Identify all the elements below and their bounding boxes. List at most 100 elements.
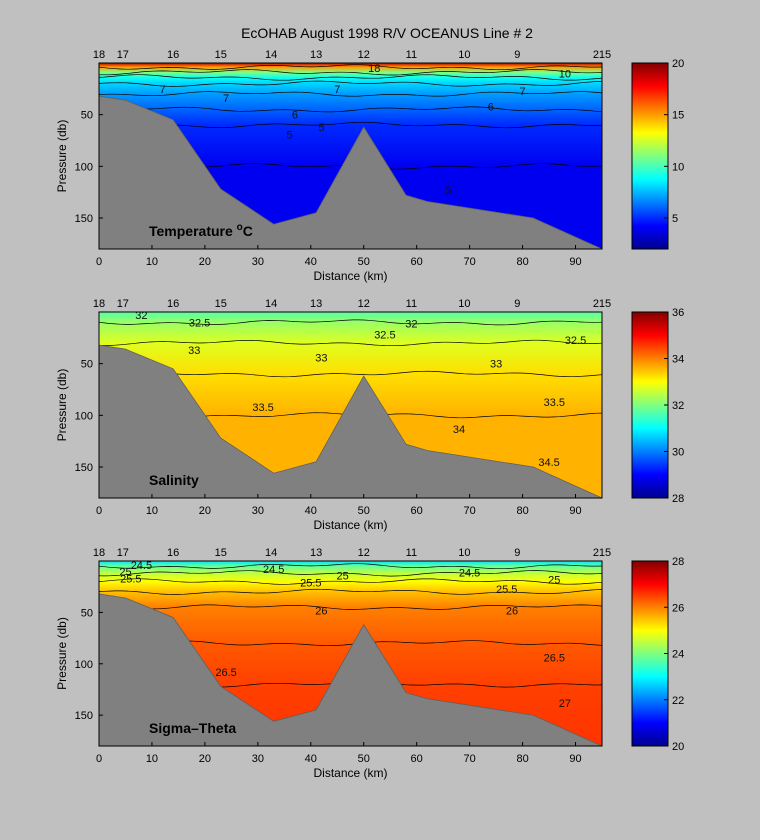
contour-labels: 7 7 7 7 6 6 5 5 5 18 10 (159, 63, 571, 197)
x-tick-label: 30 (252, 505, 264, 517)
colorbar-tick-label: 26 (672, 602, 684, 614)
x-tick-label: 10 (146, 505, 158, 517)
x-tick-label: 60 (411, 505, 423, 517)
x-tick-label: 10 (146, 256, 158, 268)
contour-label: 6 (488, 101, 494, 113)
contour-labels: 32 32.5 32 32.5 32.5 33 33 33 33.5 33.5 34 34.5 (135, 310, 586, 469)
y-tick-label: 50 (81, 359, 93, 371)
station-label: 215 (593, 298, 611, 310)
station-label: 10 (458, 547, 470, 559)
contour-label: 25.5 (300, 578, 321, 590)
figure-title: EcOHAB August 1998 R/V OCEANUS Line # 2 (241, 25, 533, 41)
x-tick-label: 50 (358, 505, 370, 517)
contour-label: 34.5 (538, 457, 559, 469)
x-tick-label: 90 (569, 505, 581, 517)
contour-label: 7 (223, 93, 229, 105)
y-axis-title: Pressure (db) (55, 617, 69, 690)
x-tick-label: 40 (305, 505, 317, 517)
x-tick-label: 90 (569, 256, 581, 268)
station-label: 13 (310, 298, 322, 310)
colorbar-tick-label: 20 (672, 58, 684, 70)
x-axis-title: Distance (km) (313, 269, 387, 283)
contour-label: 34 (453, 424, 465, 436)
y-axis-title: Pressure (db) (55, 369, 69, 442)
y-tick-label: 100 (75, 659, 93, 671)
contour-label: 25 (548, 575, 560, 587)
x-tick-label: 10 (146, 753, 158, 765)
panel-label-text: Temperature (149, 223, 237, 239)
contour-label: 32.5 (374, 330, 395, 342)
colorbar-tick-label: 20 (672, 741, 684, 753)
station-label: 15 (215, 547, 227, 559)
station-label: 215 (593, 547, 611, 559)
x-tick-label: 40 (305, 753, 317, 765)
colorbar-tick-label: 24 (672, 649, 684, 661)
panel-label-sup: o (237, 222, 243, 233)
contour-label: 18 (368, 63, 380, 75)
station-label: 16 (167, 298, 179, 310)
contour-label: 25.5 (120, 574, 141, 586)
station-label: 16 (167, 547, 179, 559)
station-label: 11 (406, 49, 417, 61)
contour-label: 32 (135, 310, 147, 322)
contour-line (99, 80, 602, 87)
colorbar (631, 311, 669, 499)
panel-label: Salinity (149, 472, 199, 488)
x-tick-label: 80 (516, 256, 528, 268)
station-label: 13 (310, 49, 322, 61)
panel-label-suffix: C (243, 223, 253, 239)
contour-label: 7 (334, 84, 340, 96)
contour-line (99, 588, 602, 595)
x-tick-label: 0 (96, 753, 102, 765)
plot-frame (98, 560, 603, 747)
x-tick-label: 0 (96, 256, 102, 268)
contour-line (99, 578, 602, 585)
station-label: 18 (93, 298, 105, 310)
panel-2: 32 32.5 32 32.5 32.5 33 33 33 33.5 33.5 34 34.5 0 10 2… (55, 298, 684, 532)
contour-line (99, 69, 602, 76)
contour-line (99, 74, 602, 81)
station-label: 11 (406, 298, 417, 310)
contour-label: 6 (292, 110, 298, 122)
contour-label: 32 (405, 318, 417, 330)
contour-label: 10 (559, 68, 571, 80)
contour-label: 33 (490, 359, 502, 371)
station-label: 10 (458, 298, 470, 310)
contour-line (99, 64, 602, 71)
station-label: 17 (117, 298, 129, 310)
station-label: 11 (406, 547, 417, 559)
contour-label: 32.5 (189, 317, 210, 329)
contour-label: 25.5 (496, 584, 517, 596)
colorbar-tick-label: 30 (672, 447, 684, 459)
x-tick-label: 20 (199, 753, 211, 765)
colorbar-tick-label: 15 (672, 110, 684, 122)
seafloor-bathymetry (98, 95, 603, 250)
x-tick-label: 60 (411, 256, 423, 268)
contour-label: 7 (159, 84, 165, 96)
x-tick-label: 70 (464, 505, 476, 517)
station-label: 15 (215, 298, 227, 310)
x-tick-label: 30 (252, 753, 264, 765)
station-label: 16 (167, 49, 179, 61)
contour-label: 26.5 (544, 653, 565, 665)
station-label: 14 (265, 49, 277, 61)
contour-label: 33 (188, 345, 200, 357)
station-label: 17 (117, 547, 129, 559)
contour-label: 25 (119, 566, 131, 578)
station-label: 17 (117, 49, 129, 61)
contour-line (99, 563, 602, 570)
station-label: 14 (265, 547, 277, 559)
seafloor-bathymetry (98, 344, 603, 499)
contour-label: 5 (287, 129, 293, 141)
x-tick-label: 70 (464, 753, 476, 765)
contour-line (99, 91, 602, 97)
contour-line (99, 339, 602, 347)
contour-line (99, 370, 602, 378)
contour-label: 27 (559, 698, 571, 710)
contour-line (99, 604, 602, 610)
station-label: 13 (310, 547, 322, 559)
x-axis-title: Distance (km) (313, 766, 387, 780)
